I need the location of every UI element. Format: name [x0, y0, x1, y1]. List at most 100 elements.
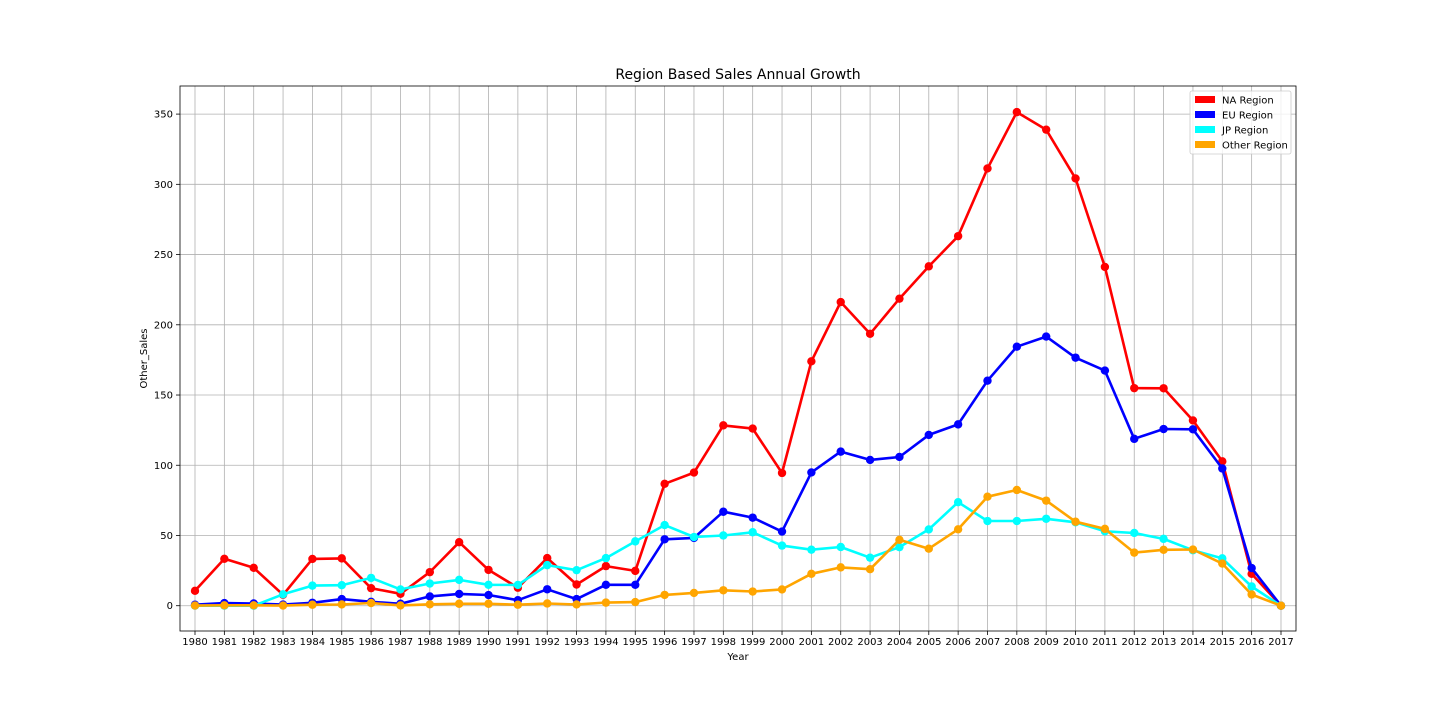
data-point: [249, 563, 258, 572]
data-point: [748, 513, 757, 522]
legend-label: Other Region: [1222, 141, 1288, 152]
data-point: [425, 592, 435, 601]
series-na-region: [190, 107, 1286, 610]
x-tick-label: 1995: [623, 637, 648, 648]
x-tick-label: 2009: [1033, 637, 1058, 648]
data-point: [631, 566, 640, 576]
legend-label: JP Region: [1221, 126, 1268, 137]
data-point: [1071, 174, 1080, 183]
data-point: [777, 585, 787, 594]
data-point: [484, 565, 493, 575]
data-point: [1130, 528, 1139, 538]
series-line: [194, 110, 1282, 607]
data-point: [1159, 384, 1168, 393]
data-point: [396, 601, 405, 610]
x-tick-label: 2007: [975, 637, 1000, 648]
x-tick-label: 2015: [1210, 637, 1235, 648]
data-point: [601, 553, 611, 563]
data-point: [1159, 534, 1168, 544]
data-point: [366, 598, 376, 608]
data-point: [953, 525, 963, 534]
data-point: [308, 581, 317, 590]
data-point: [1012, 342, 1022, 351]
x-tick-label: 2003: [857, 637, 882, 648]
data-point: [719, 586, 728, 595]
data-point: [807, 468, 816, 477]
chart-title: Region Based Sales Annual Growth: [615, 67, 860, 83]
data-point: [924, 430, 933, 440]
x-tick-label: 1987: [388, 637, 413, 648]
series-line: [195, 500, 1282, 608]
data-point: [865, 455, 875, 465]
data-point: [425, 600, 435, 609]
data-point: [1188, 545, 1198, 554]
data-point: [308, 600, 317, 609]
data-point: [220, 601, 229, 610]
data-point: [513, 600, 523, 609]
legend-swatch: [1195, 126, 1215, 133]
data-point: [836, 447, 845, 456]
data-point: [660, 520, 669, 530]
axis-ticks: 1980 1981 1982 1983 1984 1985 1986 1987 1988 1989…: [154, 110, 1294, 648]
data-point: [953, 231, 963, 241]
data-point: [777, 541, 787, 550]
data-point: [924, 544, 933, 553]
data-point: [807, 357, 816, 366]
data-point: [308, 554, 317, 564]
data-point: [572, 565, 581, 575]
data-point: [1247, 563, 1256, 573]
x-tick-label: 1997: [681, 637, 706, 648]
data-point: [748, 528, 757, 537]
data-point: [748, 424, 757, 433]
grid: [180, 86, 1296, 631]
data-point: [983, 376, 992, 385]
data-point: [1012, 485, 1022, 495]
y-tick-label: 300: [154, 180, 173, 191]
data-point: [924, 262, 933, 271]
data-point: [190, 601, 200, 610]
data-point: [983, 516, 992, 526]
data-point: [1130, 434, 1139, 444]
data-point: [836, 542, 845, 552]
data-point: [454, 575, 464, 585]
data-point: [895, 452, 904, 462]
data-point: [1012, 107, 1022, 117]
data-point: [601, 580, 611, 589]
x-tick-label: 1983: [270, 637, 295, 648]
y-tick-label: 150: [154, 391, 173, 402]
series-other-region: [190, 485, 1286, 610]
data-point: [719, 421, 728, 430]
x-tick-label: 1999: [740, 637, 765, 648]
x-tick-label: 2008: [1004, 637, 1029, 648]
data-point: [601, 561, 611, 571]
data-point: [1218, 457, 1227, 466]
data-point: [1130, 383, 1139, 393]
data-point: [543, 599, 552, 608]
x-tick-label: 1991: [505, 637, 530, 648]
data-point: [1041, 125, 1051, 134]
y-tick-label: 50: [160, 531, 173, 542]
data-point: [572, 580, 581, 589]
x-tick-label: 1988: [417, 637, 442, 648]
x-tick-label: 1998: [711, 637, 736, 648]
data-point: [1247, 582, 1256, 591]
data-point: [660, 535, 669, 544]
data-point: [1218, 464, 1227, 473]
data-point: [1188, 425, 1198, 434]
data-point: [190, 586, 200, 596]
x-tick-label: 2006: [945, 637, 970, 648]
data-point: [1100, 366, 1110, 375]
y-tick-label: 350: [154, 110, 173, 121]
x-tick-label: 2010: [1063, 637, 1088, 648]
x-tick-label: 1996: [652, 637, 677, 648]
data-point: [601, 598, 611, 607]
x-tick-label: 1993: [564, 637, 589, 648]
series-jp-region: [190, 497, 1286, 610]
x-tick-label: 2002: [828, 637, 853, 648]
x-tick-label: 2016: [1239, 637, 1264, 648]
x-tick-label: 1986: [358, 637, 383, 648]
data-point: [836, 297, 845, 307]
x-tick-label: 1990: [476, 637, 501, 648]
x-tick-label: 2004: [887, 637, 912, 648]
data-point: [631, 580, 640, 589]
